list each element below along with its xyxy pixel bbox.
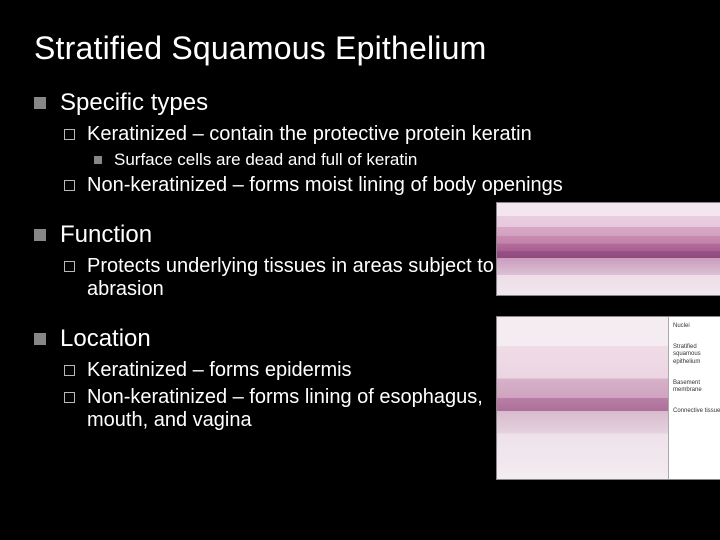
item-text: Keratinized – forms epidermis xyxy=(87,359,352,382)
item-text: Keratinized – contain the protective pro… xyxy=(87,123,532,146)
diagram-labels: Nuclei Stratified squamous epithelium Ba… xyxy=(673,323,720,429)
slide-title: Stratified Squamous Epithelium xyxy=(34,30,686,67)
subitem-text: Surface cells are dead and full of kerat… xyxy=(114,150,417,170)
hollow-square-bullet-icon xyxy=(64,261,75,272)
section-heading: Location xyxy=(60,325,151,353)
item-non-keratinized: Non-keratinized – forms moist lining of … xyxy=(64,174,686,197)
small-square-bullet-icon xyxy=(94,156,102,164)
item-text: Non-keratinized – forms moist lining of … xyxy=(87,174,563,197)
square-bullet-icon xyxy=(34,229,46,241)
subitem-surface-cells: Surface cells are dead and full of kerat… xyxy=(94,150,686,170)
diagram-label: Nuclei xyxy=(673,323,720,330)
diagram-label: Connective tissue xyxy=(673,408,720,415)
section-specific-types: Specific types xyxy=(34,89,686,117)
item-keratinized: Keratinized – contain the protective pro… xyxy=(64,123,686,146)
item-text: Non-keratinized – forms lining of esopha… xyxy=(87,386,517,432)
diagram-label: Stratified squamous epithelium xyxy=(673,344,720,366)
diagram-image: Nuclei Stratified squamous epithelium Ba… xyxy=(496,316,720,480)
square-bullet-icon xyxy=(34,97,46,109)
section-heading: Function xyxy=(60,221,152,249)
hollow-square-bullet-icon xyxy=(64,392,75,403)
hollow-square-bullet-icon xyxy=(64,180,75,191)
square-bullet-icon xyxy=(34,333,46,345)
item-text: Protects underlying tissues in areas sub… xyxy=(87,255,517,301)
hollow-square-bullet-icon xyxy=(64,129,75,140)
section-heading: Specific types xyxy=(60,89,208,117)
diagram-label: Basement membrane xyxy=(673,380,720,394)
hollow-square-bullet-icon xyxy=(64,365,75,376)
micrograph-image xyxy=(496,202,720,296)
